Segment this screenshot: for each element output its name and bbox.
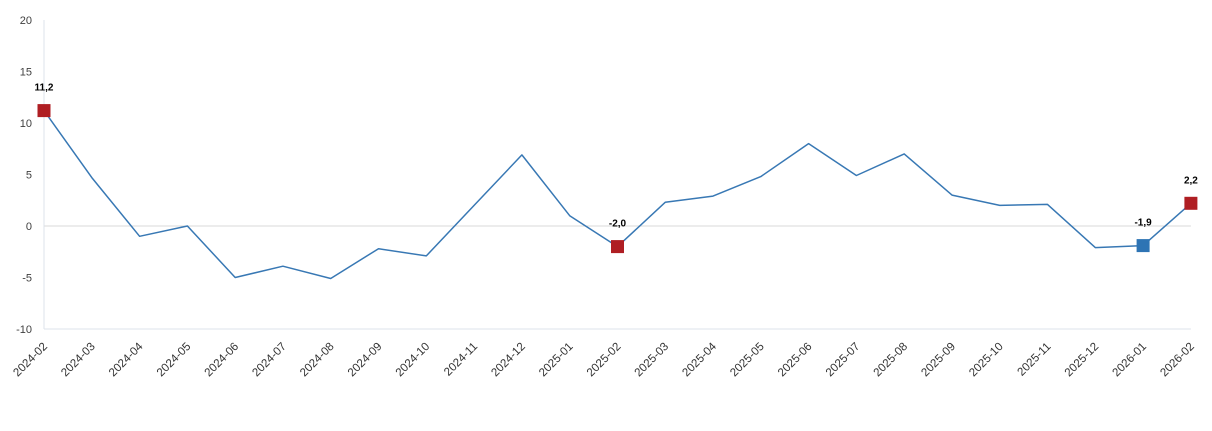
svg-text:15: 15 [20,67,32,79]
svg-text:-2,0: -2,0 [609,219,627,230]
svg-text:2,2: 2,2 [1184,175,1198,186]
svg-text:0: 0 [26,221,32,233]
svg-text:5: 5 [26,170,32,182]
svg-text:-1,9: -1,9 [1134,218,1152,229]
svg-text:10: 10 [20,118,32,130]
svg-text:-10: -10 [16,324,32,336]
svg-text:-5: -5 [22,273,32,285]
svg-text:11,2: 11,2 [35,83,54,94]
svg-text:20: 20 [20,15,32,27]
